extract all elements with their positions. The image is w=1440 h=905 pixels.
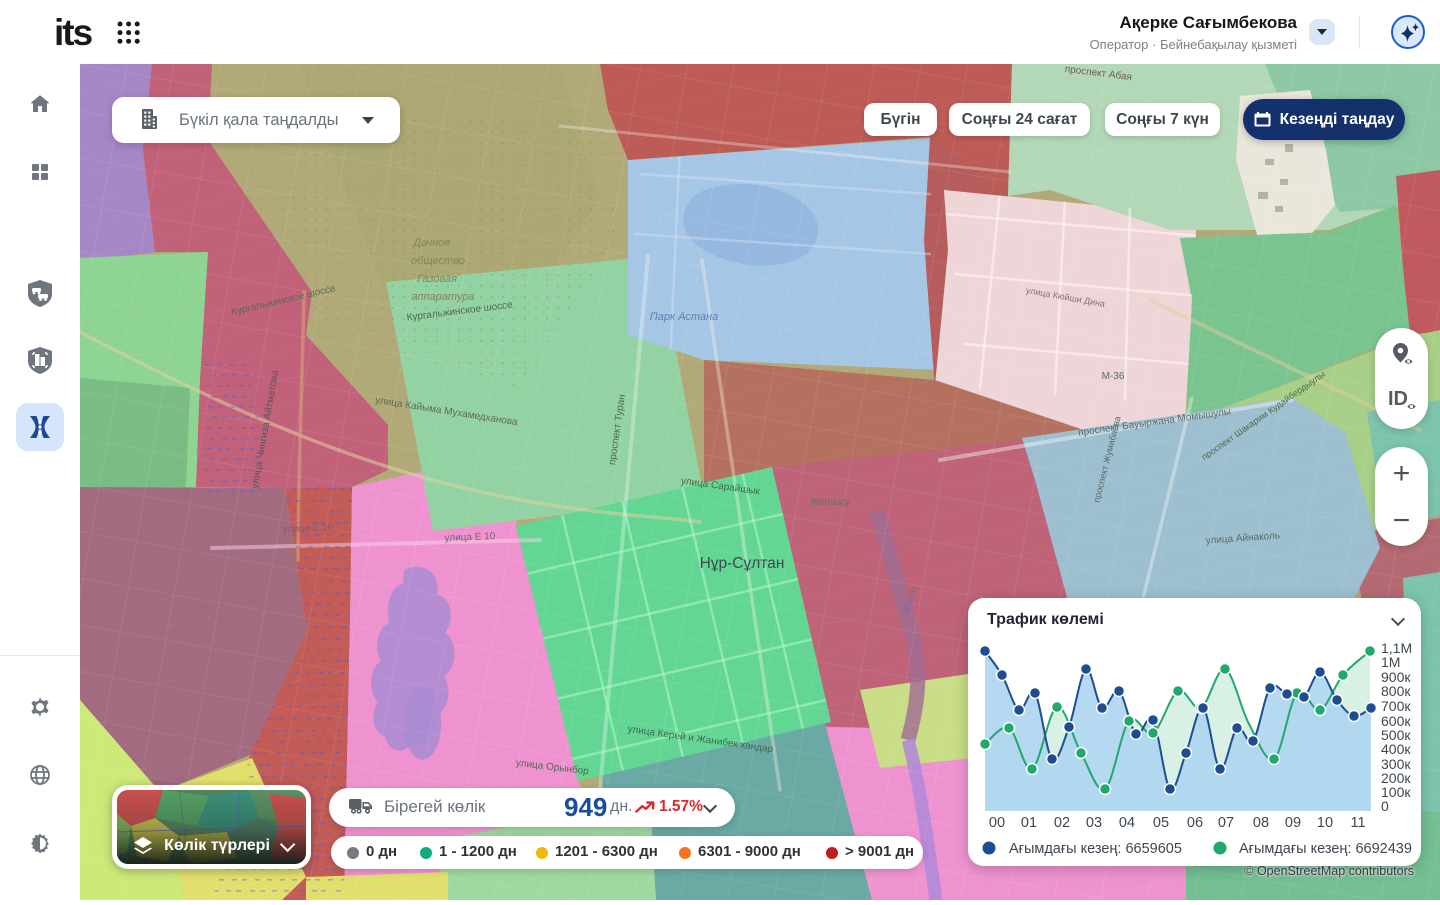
svg-text:общество: общество [411, 255, 465, 267]
svg-text:06: 06 [1187, 815, 1203, 831]
svg-text:200к: 200к [1381, 770, 1411, 786]
svg-text:Нұр-Сұлтан: Нұр-Сұлтан [700, 555, 785, 572]
svg-text:400к: 400к [1381, 741, 1411, 757]
svg-text:1,1M: 1,1M [1381, 640, 1412, 656]
svg-text:аппаратура: аппаратура [411, 291, 474, 303]
svg-text:07: 07 [1218, 815, 1234, 831]
svg-text:Парк Астана: Парк Астана [650, 311, 719, 323]
svg-text:700к: 700к [1381, 698, 1411, 714]
svg-text:00: 00 [989, 815, 1005, 831]
svg-text:01: 01 [1021, 815, 1037, 831]
svg-text:900к: 900к [1381, 669, 1411, 685]
svg-text:Газовая: Газовая [417, 273, 457, 285]
svg-text:04: 04 [1119, 815, 1135, 831]
svg-text:08: 08 [1253, 815, 1269, 831]
svg-text:500к: 500к [1381, 727, 1411, 743]
svg-text:11: 11 [1350, 815, 1365, 831]
svg-text:100к: 100к [1381, 784, 1411, 800]
svg-text:03: 03 [1086, 815, 1102, 831]
svg-text:улица Айнаколь: улица Айнаколь [1205, 530, 1280, 546]
svg-text:Жетысу: Жетысу [809, 497, 851, 508]
svg-text:0: 0 [1381, 798, 1389, 814]
svg-text:1M: 1M [1381, 654, 1400, 670]
svg-text:800к: 800к [1381, 683, 1411, 699]
svg-text:улица Е 10: улица Е 10 [444, 531, 496, 544]
svg-text:600к: 600к [1381, 713, 1411, 729]
svg-text:M-36: M-36 [1102, 371, 1125, 382]
svg-text:10: 10 [1317, 815, 1333, 831]
svg-text:ID: ID [1388, 388, 1408, 410]
svg-text:Ағымдағы кезең: 6659605: Ағымдағы кезең: 6659605 [1009, 841, 1182, 857]
svg-text:Дачное: Дачное [411, 237, 450, 249]
svg-text:300к: 300к [1381, 756, 1411, 772]
svg-text:02: 02 [1054, 815, 1070, 831]
svg-text:05: 05 [1153, 815, 1169, 831]
svg-text:улица Е 10: улица Е 10 [282, 522, 334, 536]
svg-text:09: 09 [1285, 815, 1301, 831]
svg-text:Ағымдағы кезең: 6692439: Ағымдағы кезең: 6692439 [1239, 841, 1412, 857]
